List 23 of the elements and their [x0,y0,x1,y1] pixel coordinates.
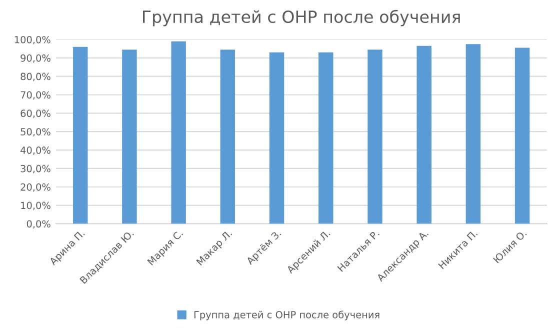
y-tick-label: 50,0% [20,128,50,136]
y-tick-label: 100,0% [14,36,50,44]
y-tick-label: 70,0% [20,91,50,100]
bar [514,48,530,224]
y-tick-label: 40,0% [20,146,50,155]
y-tick-label: 20,0% [20,183,50,192]
y-tick-label: 60,0% [20,110,50,118]
y-tick-label: 90,0% [20,54,50,63]
y-tick-label: 0,0% [26,220,50,229]
bar [171,41,186,224]
bar [416,46,432,224]
bar [72,46,88,224]
bar [220,50,236,224]
bar [122,50,137,224]
y-tick-label: 30,0% [20,164,50,174]
bar [269,52,284,224]
bar [466,44,481,224]
chart-title: Группа детей с ОНР после обучения [143,10,460,26]
bar [368,50,382,224]
legend-label: Группа детей с ОНР после обучения [194,310,380,320]
bar [318,52,334,224]
y-tick-label: 10,0% [21,202,50,210]
y-tick-label: 80,0% [20,72,50,82]
